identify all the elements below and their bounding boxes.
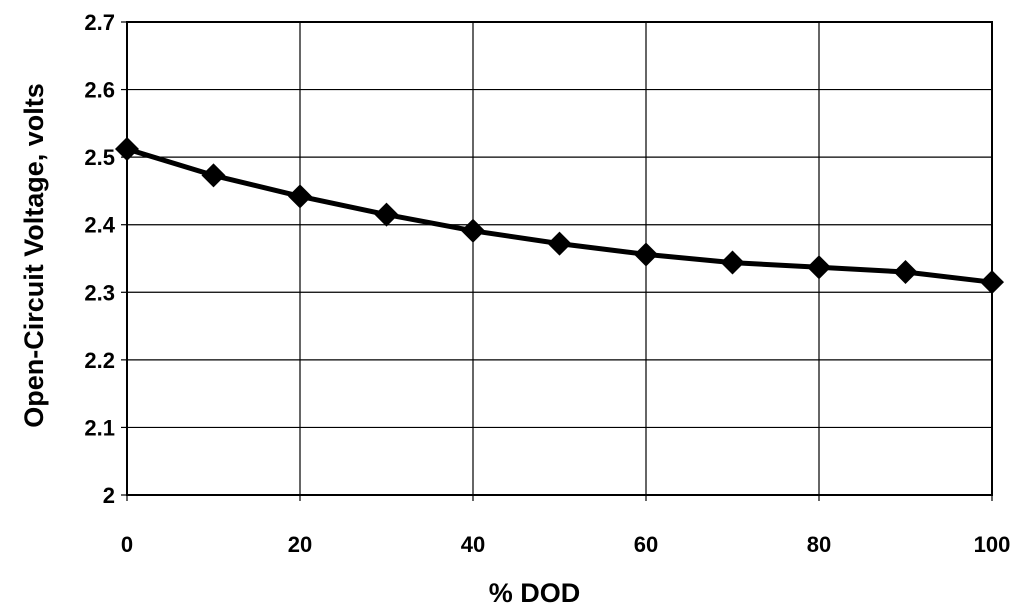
y-axis-ticks: 2 2.1 2.2 2.3 2.4 2.5 2.6 2.7 [84, 10, 127, 508]
gridlines [126, 21, 993, 496]
series-line [126, 146, 993, 285]
data-point [115, 137, 139, 162]
x-tick-label: 60 [634, 532, 658, 557]
x-axis-title: % DOD [489, 578, 581, 608]
y-tick-label: 2 [103, 483, 115, 508]
x-tick-label: 20 [288, 532, 312, 557]
data-point [807, 255, 831, 280]
y-axis-title: Open-Circuit Voltage, volts [19, 83, 49, 428]
data-point [461, 218, 485, 243]
data-point [288, 184, 312, 209]
y-tick-label: 2.7 [84, 10, 115, 35]
data-point [374, 202, 399, 227]
y-tick-label: 2.2 [84, 348, 115, 373]
data-point [201, 163, 226, 188]
y-tick-label: 2.3 [84, 280, 115, 305]
plot-area [126, 21, 993, 496]
x-tick-label: 40 [461, 532, 485, 557]
x-axis-ticks: 0 20 40 60 80 100 [121, 495, 1010, 557]
x-tick-label: 100 [974, 532, 1011, 557]
data-point [980, 270, 1004, 295]
y-tick-label: 2.6 [84, 78, 115, 103]
data-point [720, 250, 745, 275]
x-tick-label: 0 [121, 532, 133, 557]
y-tick-label: 2.4 [84, 213, 115, 238]
data-point [893, 260, 918, 285]
data-point [634, 242, 658, 267]
y-tick-label: 2.5 [84, 145, 115, 170]
data-markers [115, 137, 1004, 295]
data-point [547, 231, 572, 256]
y-tick-label: 2.1 [84, 415, 115, 440]
x-tick-label: 80 [807, 532, 831, 557]
